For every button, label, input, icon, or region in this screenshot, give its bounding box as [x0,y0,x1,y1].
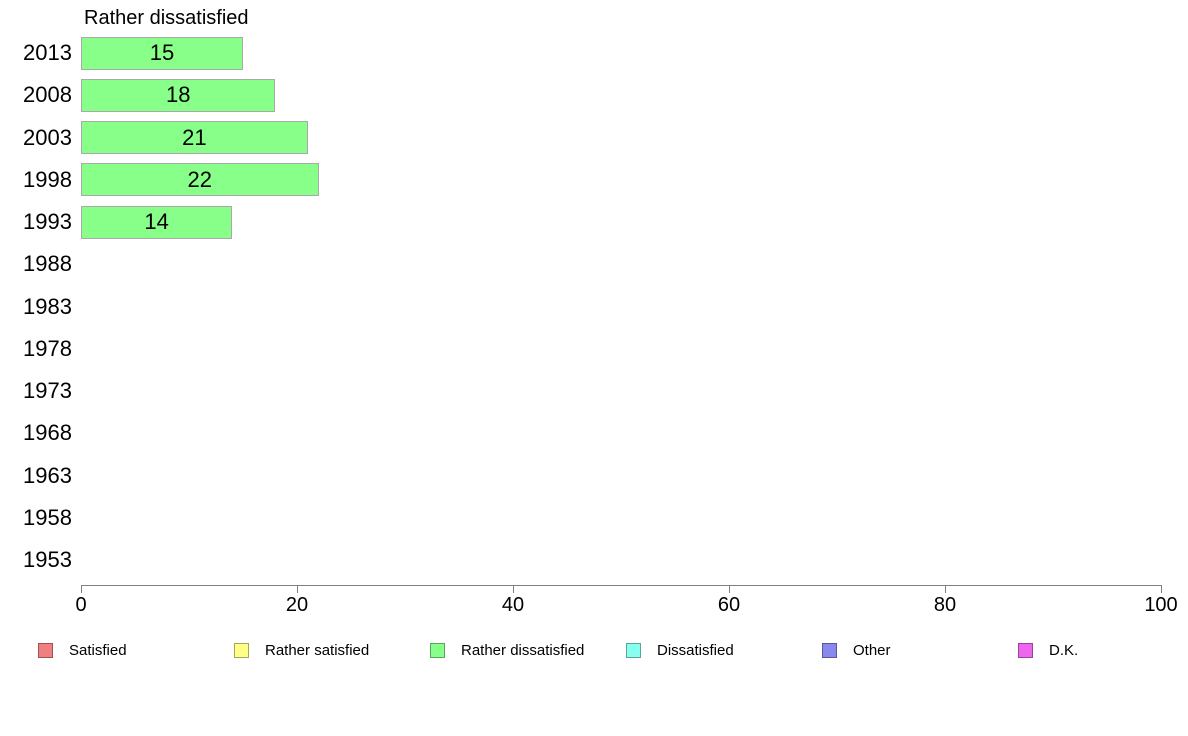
bar: 14 [81,205,233,239]
bar-track [81,243,1188,285]
x-axis-tick-label: 100 [1144,594,1178,616]
y-axis-label: 2003 [23,124,72,150]
chart-row: 1968 [0,412,1188,454]
chart-row: 1983 [0,286,1188,328]
bar: 21 [81,121,308,155]
chart-row: 1978 [0,328,1188,370]
y-axis-label: 1993 [23,209,72,235]
y-axis-label: 2008 [23,82,72,108]
y-axis-label: 1958 [23,504,72,530]
legend-swatch [38,642,53,658]
chart-row: 1958 [0,497,1188,539]
chart-row: 1953 [0,539,1188,581]
bar-track [81,286,1188,328]
y-axis-label: 1963 [23,462,72,488]
chart-row: 1963 [0,455,1188,497]
x-axis-tick [81,585,82,593]
x-axis-tick-label: 0 [75,594,87,616]
x-axis-tick [513,585,514,593]
bar-value-label: 14 [144,209,169,235]
x-axis-tick [1161,585,1162,593]
x-axis-tick-label: 20 [285,594,309,616]
chart-row: 1998 22 [0,159,1188,201]
legend-label: D.K. [1049,641,1079,659]
chart-row: 1988 [0,243,1188,285]
bar-track [81,497,1188,539]
bar-track [81,328,1188,370]
bar: 15 [81,36,243,70]
legend-swatch [822,642,837,658]
chart-row: 2003 21 [0,117,1188,159]
legend-swatch [430,642,445,658]
y-axis-label: 1953 [23,547,72,573]
x-axis-tick [945,585,946,593]
y-axis-label: 1998 [23,166,72,192]
bar-track [81,412,1188,454]
legend-item: Rather satisfied [234,641,369,659]
legend-label: Rather satisfied [265,641,370,659]
bar-track: 14 [81,201,1188,243]
chart-row: 1993 14 [0,201,1188,243]
legend-item: Satisfied [38,641,127,659]
legend-label: Rather dissatisfied [461,641,585,659]
y-axis-label: 1978 [23,335,72,361]
y-axis-label: 2013 [23,40,72,66]
legend-item: Rather dissatisfied [430,641,584,659]
y-axis-label: 1988 [23,251,72,277]
x-axis-tick [297,585,298,593]
x-axis-tick-label: 40 [501,594,525,616]
chart-title: Rather dissatisfied [84,7,249,29]
bar-value-label: 18 [165,82,191,108]
y-axis-label: 1983 [23,293,72,319]
bar-track [81,539,1188,581]
chart-row: 1973 [0,370,1188,412]
bar-value-label: 15 [149,40,175,66]
x-axis-tick-label: 60 [717,594,741,616]
chart-rows: 2013 15 2008 18 2003 21 1998 22 1993 14 1988 1983 19… [0,32,1188,581]
legend-item: D.K. [1018,641,1078,659]
legend-item: Dissatisfied [626,641,734,659]
legend-swatch [1018,642,1033,658]
legend-label: Satisfied [69,641,127,659]
x-axis-tick [729,585,730,593]
legend-swatch [626,642,641,658]
bar-track: 21 [81,117,1188,159]
x-axis-line [81,585,1162,586]
legend-item: Other [822,641,891,659]
y-axis-label: 1973 [23,378,72,404]
bar-track: 18 [81,74,1188,116]
bar-value-label: 21 [182,124,207,150]
bar: 18 [81,78,276,112]
bar-track [81,370,1188,412]
chart-row: 2008 18 [0,74,1188,116]
y-axis-label: 1968 [23,420,72,446]
legend-label: Dissatisfied [657,641,734,659]
legend-swatch [234,642,249,658]
bar: 22 [81,163,319,197]
legend-label: Other [853,641,891,659]
chart-row: 2013 15 [0,32,1188,74]
bar-value-label: 22 [187,166,213,192]
bar-track: 22 [81,159,1188,201]
bar-track [81,455,1188,497]
bar-track: 15 [81,32,1188,74]
x-axis-tick-label: 80 [933,594,957,616]
